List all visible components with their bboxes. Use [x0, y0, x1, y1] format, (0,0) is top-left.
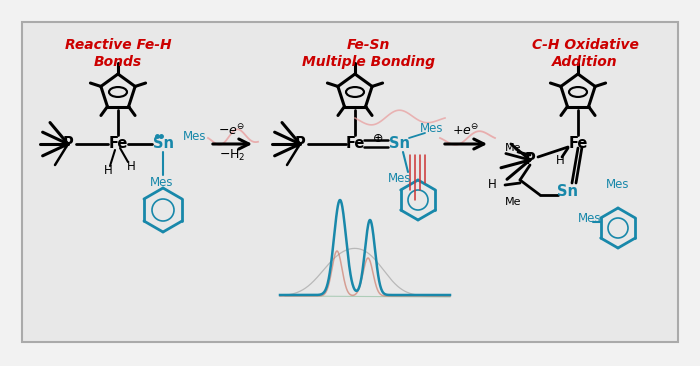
- Text: Fe: Fe: [568, 137, 588, 152]
- Text: Fe: Fe: [345, 137, 365, 152]
- Bar: [22, 22, 678, 342]
- Text: Sn: Sn: [557, 184, 578, 199]
- Text: ⊕: ⊕: [372, 131, 384, 145]
- Text: Me: Me: [505, 197, 522, 207]
- Text: P: P: [62, 137, 74, 152]
- Text: Mes: Mes: [150, 176, 174, 188]
- Text: P: P: [524, 153, 536, 168]
- Text: $+e^{\ominus}$: $+e^{\ominus}$: [452, 123, 480, 138]
- Text: Mes: Mes: [578, 212, 602, 224]
- Text: H: H: [127, 161, 135, 173]
- Text: Mes: Mes: [183, 131, 206, 143]
- Text: $-\mathrm{H}_2$: $-\mathrm{H}_2$: [218, 147, 245, 163]
- Text: Fe: Fe: [108, 137, 127, 152]
- Text: H: H: [104, 164, 113, 178]
- Text: C-H Oxidative
Addition: C-H Oxidative Addition: [531, 38, 638, 69]
- Text: Sn: Sn: [153, 135, 174, 150]
- Text: Mes: Mes: [606, 179, 630, 191]
- Text: Sn: Sn: [389, 135, 410, 150]
- Text: Reactive Fe-H
Bonds: Reactive Fe-H Bonds: [64, 38, 172, 69]
- Text: $-e^{\ominus}$: $-e^{\ominus}$: [218, 123, 246, 138]
- Text: Mes: Mes: [420, 122, 444, 134]
- Text: Me: Me: [505, 143, 522, 153]
- Text: Mes: Mes: [389, 172, 412, 184]
- Text: P: P: [295, 137, 305, 152]
- Text: H: H: [556, 153, 564, 167]
- Text: Fe-Sn
Multiple Bonding: Fe-Sn Multiple Bonding: [302, 38, 435, 69]
- Text: H: H: [489, 179, 497, 191]
